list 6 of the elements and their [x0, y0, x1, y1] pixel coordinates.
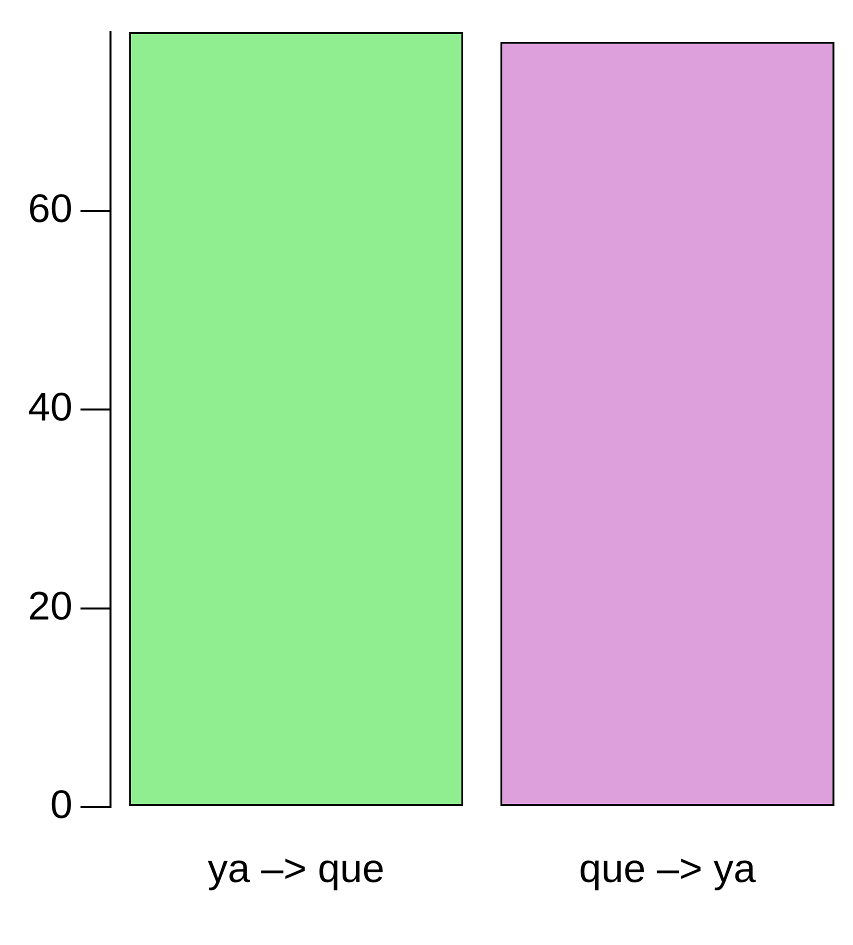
y-tick-label: 40	[28, 386, 72, 430]
x-tick-label: ya –> que	[208, 847, 385, 892]
y-tick-label: 60	[28, 186, 72, 231]
y-tick-label: 0	[50, 783, 72, 828]
y-tick-label: 20	[28, 584, 72, 628]
x-tick-label: que –> ya	[578, 847, 757, 892]
